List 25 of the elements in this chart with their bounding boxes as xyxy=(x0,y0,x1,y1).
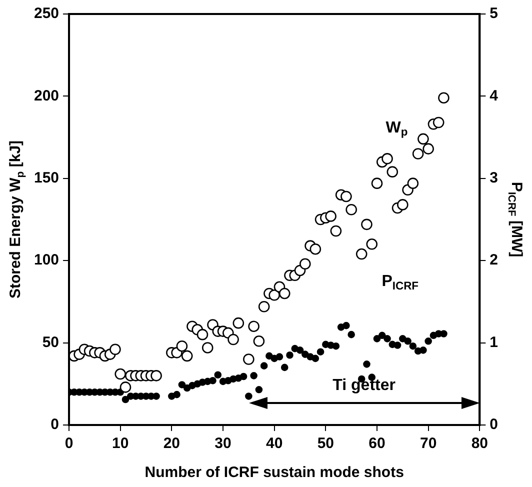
x-tick-label: 20 xyxy=(163,435,180,452)
x-tick-label: 50 xyxy=(317,435,334,452)
x-tick-label: 60 xyxy=(368,435,386,452)
y2-tick-label: 1 xyxy=(490,334,498,351)
y-axis-title: Stored Energy Wp [kJ] xyxy=(7,140,26,299)
y2-axis-title: PICRF [MW] xyxy=(506,182,525,258)
y2-tick-label: 4 xyxy=(490,87,499,104)
y2-tick-label: 0 xyxy=(490,416,498,434)
x-tick-label: 0 xyxy=(64,435,74,452)
y-tick-label: 200 xyxy=(34,87,60,104)
y-tick-label: 100 xyxy=(34,252,60,269)
annotation: Ti getter xyxy=(332,377,396,395)
x-tick-label: 40 xyxy=(266,435,283,452)
x-tick-label: 70 xyxy=(420,435,437,452)
y-tick-label: 50 xyxy=(42,334,60,351)
x-axis-title: Number of ICRF sustain mode shots xyxy=(144,464,404,482)
y-tick-label: 150 xyxy=(34,170,60,187)
y-tick-label: 0 xyxy=(50,416,60,434)
y2-tick-label: 5 xyxy=(490,5,498,22)
x-tick-label: 80 xyxy=(471,435,488,452)
y2-tick-label: 3 xyxy=(490,170,498,187)
y2-tick-label: 2 xyxy=(490,252,498,269)
x-tick-label: 30 xyxy=(214,435,232,452)
y-tick-label: 250 xyxy=(34,5,60,22)
x-tick-label: 10 xyxy=(112,435,129,452)
